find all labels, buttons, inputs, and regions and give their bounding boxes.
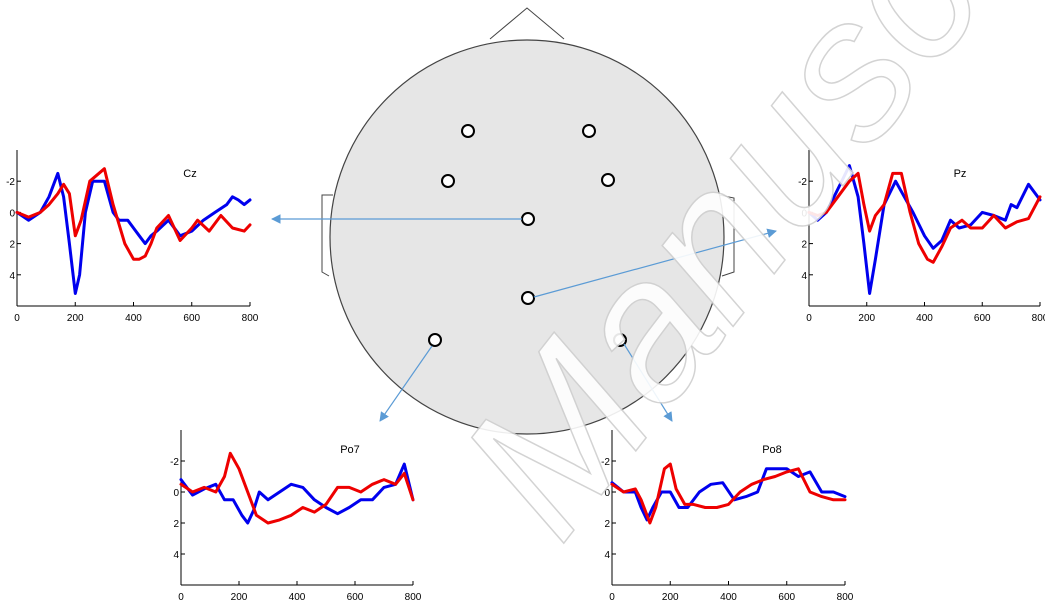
- x-tick-label: 600: [347, 592, 364, 603]
- y-tick-label: 0: [173, 488, 179, 499]
- y-tick-label: 2: [9, 240, 15, 251]
- y-tick-label: 4: [9, 271, 15, 282]
- y-tick-label: -2: [601, 457, 610, 468]
- x-tick-label: 800: [1032, 313, 1045, 324]
- y-tick-label: 0: [801, 208, 807, 219]
- electrode-pz: [521, 291, 535, 305]
- x-tick-label: 800: [405, 592, 422, 603]
- x-tick-label: 200: [67, 313, 84, 324]
- red-series-line: [610, 462, 847, 525]
- erp-plot-cz: 0 200 400 600 800 -2 0 2 4 Cz: [6, 150, 259, 324]
- erp-plot-po8: 0 200 400 600 800 -2 0 2 4 Po8: [601, 430, 854, 603]
- electrode-e2: [582, 124, 596, 138]
- electrode-po7: [428, 333, 442, 347]
- channel-label: Po8: [762, 444, 782, 456]
- blue-series-line: [15, 171, 252, 295]
- y-tick-label: 4: [801, 271, 807, 282]
- x-tick-label: 0: [14, 313, 20, 324]
- scalp-outline: [329, 39, 725, 435]
- channel-label: Po7: [340, 444, 360, 456]
- electrode-e3: [441, 174, 455, 188]
- y-tick-label: 2: [173, 519, 179, 530]
- erp-plot-pz: 0 200 400 600 800 -2 0 2 4 Pz: [798, 150, 1045, 324]
- x-tick-label: 400: [289, 592, 306, 603]
- electrode-e4: [601, 173, 615, 187]
- x-tick-label: 0: [806, 313, 812, 324]
- y-tick-label: -2: [798, 177, 807, 188]
- y-tick-label: 2: [604, 519, 610, 530]
- x-tick-label: 600: [183, 313, 200, 324]
- red-series-line: [179, 451, 415, 525]
- x-tick-label: 600: [778, 592, 795, 603]
- x-tick-label: 600: [974, 313, 991, 324]
- arrow-po8: [623, 343, 673, 422]
- red-series-line: [15, 167, 252, 261]
- head-left-ear: [321, 194, 333, 277]
- channel-label: Pz: [954, 168, 967, 180]
- x-tick-label: 800: [837, 592, 854, 603]
- blue-series-line: [179, 462, 415, 525]
- y-tick-label: -2: [6, 177, 15, 188]
- arrow-po7: [379, 345, 433, 422]
- head-right-ear: [718, 194, 735, 277]
- x-tick-label: 400: [916, 313, 933, 324]
- blue-series-line: [807, 164, 1042, 295]
- electrode-e1: [461, 124, 475, 138]
- x-tick-label: 200: [662, 592, 679, 603]
- x-tick-label: 0: [178, 592, 184, 603]
- x-tick-label: 400: [125, 313, 142, 324]
- head-diagram: [321, 7, 735, 435]
- y-tick-label: 0: [604, 488, 610, 499]
- y-tick-label: 4: [604, 550, 610, 561]
- y-tick-label: 4: [173, 550, 179, 561]
- x-tick-label: 200: [231, 592, 248, 603]
- electrode-po8: [613, 333, 627, 347]
- x-tick-label: 200: [858, 313, 875, 324]
- x-tick-label: 0: [609, 592, 615, 603]
- x-tick-label: 400: [720, 592, 737, 603]
- arrow-group: [271, 214, 777, 422]
- head-nose: [489, 7, 565, 40]
- y-tick-label: -2: [170, 457, 179, 468]
- y-tick-label: 0: [9, 208, 15, 219]
- x-tick-label: 800: [242, 313, 259, 324]
- electrode-group: [428, 124, 627, 347]
- y-tick-label: 2: [801, 240, 807, 251]
- red-series-line: [807, 171, 1042, 264]
- electrode-cz: [521, 212, 535, 226]
- erp-plot-po7: 0 200 400 600 800 -2 0 2 4 Po7: [170, 430, 422, 603]
- channel-label: Cz: [183, 168, 196, 180]
- arrow-pz: [533, 228, 777, 298]
